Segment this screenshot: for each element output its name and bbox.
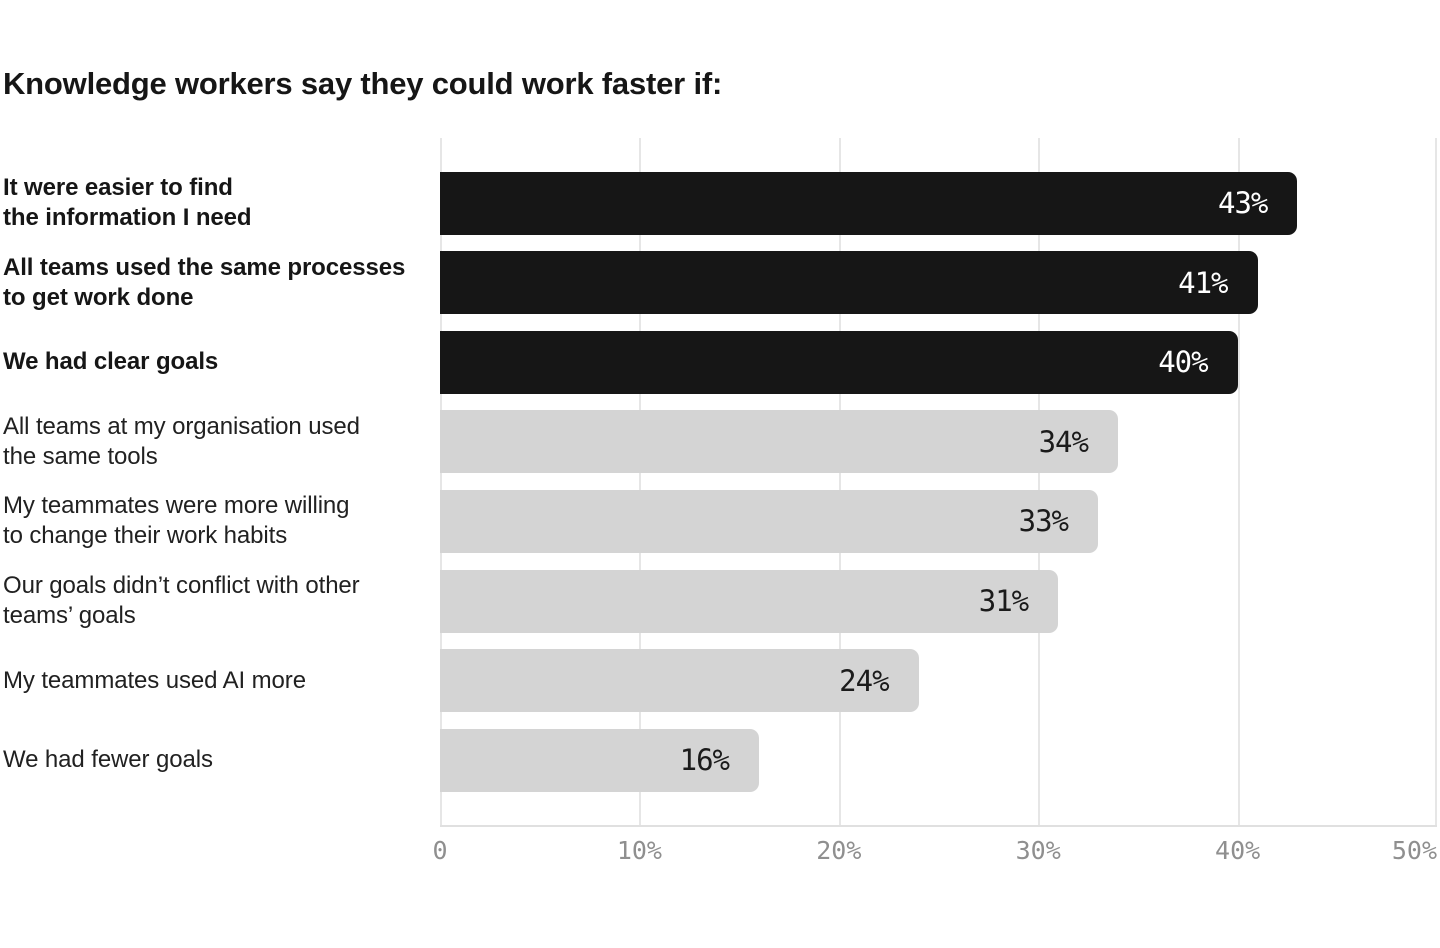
category-label-line: to get work done (3, 283, 194, 311)
category-label-line: the same tools (3, 442, 158, 470)
bar: 33% (440, 489, 1099, 553)
bar-value-label: 31% (978, 584, 1029, 618)
category-label: All teams used the same processes to get … (3, 251, 437, 314)
category-label: We had clear goals (3, 331, 437, 394)
category-label-line: It were easier to find (3, 174, 233, 201)
gridline (1237, 138, 1240, 825)
gridline (440, 138, 442, 825)
category-label: My teammates were more willing to change … (3, 490, 437, 553)
plot-area: 43% 41% 40% 34% 33% 31% 24% 16% (440, 138, 1437, 827)
bar-value-label: 43% (1218, 186, 1268, 220)
bar: 40% (440, 330, 1238, 394)
bar-value-label: 34% (1038, 424, 1089, 459)
bar-value-label: 24% (839, 663, 889, 698)
bar-value-label: 40% (1158, 345, 1208, 380)
chart-title: Knowledge workers say they could work fa… (3, 66, 723, 101)
category-label: Our goals didn’t conflict with other team… (3, 570, 437, 633)
bar: 31% (440, 569, 1059, 633)
bar-value-label: 41% (1178, 265, 1228, 300)
gridline (639, 138, 642, 825)
bar: 43% (440, 171, 1298, 235)
x-tick-label: 50% (1391, 836, 1437, 865)
category-label-line: to change their work habits (3, 522, 288, 550)
category-label: It were easier to find the information I … (3, 172, 437, 235)
category-label-line: teams’ goals (3, 602, 136, 629)
bar-value-label: 33% (1018, 504, 1069, 539)
category-label: My teammates used AI more (3, 649, 437, 712)
x-tick-label: 20% (816, 836, 862, 865)
x-axis-line (440, 825, 1437, 827)
x-axis-ticks: 0 10% 20% 30% 40% 50% (432, 836, 1437, 870)
bar: 34% (440, 410, 1118, 474)
category-label-line: My teammates used AI more (3, 666, 306, 694)
category-label: We had fewer goals (3, 729, 437, 792)
category-label: All teams at my organisation used the sam… (3, 410, 437, 473)
category-label-line: We had fewer goals (3, 746, 213, 774)
category-label-line: We had clear goals (3, 348, 219, 376)
bar: 16% (440, 728, 760, 792)
category-label-line: All teams used the same processes (3, 253, 406, 281)
category-label-line: the information I need (3, 204, 252, 231)
bar-value-label: 16% (679, 743, 730, 778)
gridline (1038, 138, 1041, 825)
gridline (838, 138, 841, 825)
x-tick-label: 40% (1215, 836, 1261, 865)
category-label-line: My teammates were more willing (3, 492, 350, 520)
category-labels: It were easier to find the information I … (3, 138, 437, 825)
bar: 41% (440, 251, 1258, 315)
gridline (1435, 138, 1437, 825)
x-tick-label: 10% (616, 836, 662, 865)
x-tick-label: 0 (432, 836, 448, 865)
category-label-line: All teams at my organisation used (3, 412, 360, 440)
bar: 24% (440, 649, 919, 713)
category-label-line: Our goals didn’t conflict with other (3, 572, 360, 599)
x-tick-label: 30% (1015, 836, 1061, 865)
